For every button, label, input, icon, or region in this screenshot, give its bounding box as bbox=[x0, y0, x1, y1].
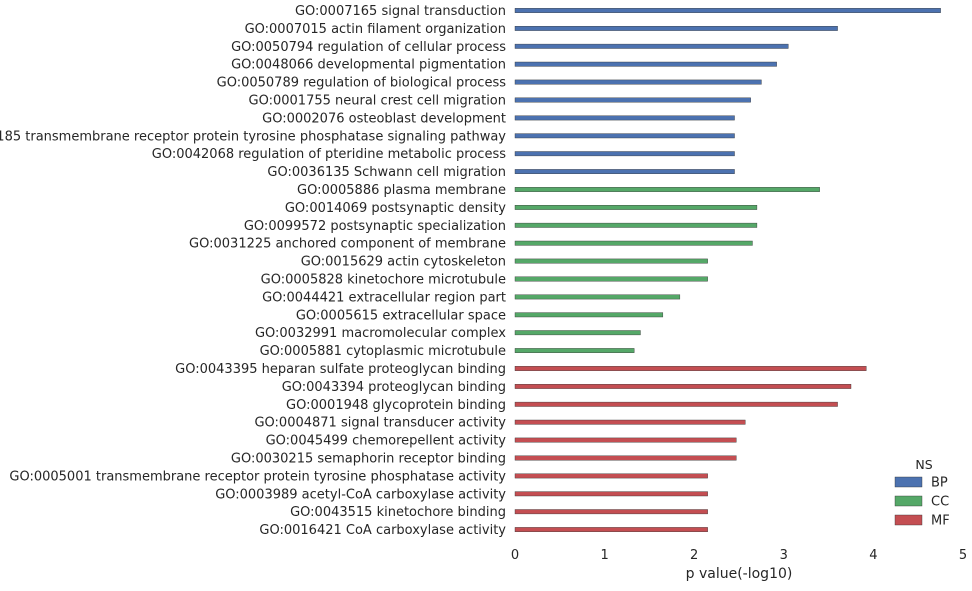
bar-mf-8 bbox=[514, 491, 708, 497]
x-tick-label: 1 bbox=[600, 548, 608, 563]
bar-bp-6 bbox=[514, 97, 751, 103]
category-label: GO:0007165 signal transduction bbox=[295, 4, 506, 19]
category-label: GO:0043394 proteoglycan binding bbox=[282, 380, 506, 395]
bar-mf-4 bbox=[514, 419, 746, 425]
category-label: GO:0036135 Schwann cell migration bbox=[267, 165, 506, 180]
x-tick-labels-group: 0 1 2 3 4 5 bbox=[511, 548, 967, 563]
bar-bp-4 bbox=[514, 61, 777, 67]
bar-cc-10 bbox=[514, 348, 635, 353]
category-label: GO:0001948 glycoprotein binding bbox=[286, 398, 506, 413]
x-tick-label: 5 bbox=[959, 548, 967, 563]
category-label: GO:0007185 transmembrane receptor protei… bbox=[0, 129, 506, 144]
legend-title: NS bbox=[915, 457, 932, 472]
legend-swatch-mf bbox=[894, 514, 923, 526]
bar-cc-7 bbox=[514, 294, 681, 300]
category-label: GO:0015629 actin cytoskeleton bbox=[301, 255, 506, 270]
bar-cc-4 bbox=[514, 240, 753, 246]
bar-mf-1 bbox=[514, 366, 867, 371]
category-label: GO:0043515 kinetochore binding bbox=[290, 505, 506, 520]
category-label: GO:0004871 signal transducer activity bbox=[254, 416, 506, 431]
bar-mf-10 bbox=[514, 527, 708, 533]
category-label: GO:0005001 transmembrane receptor protei… bbox=[9, 469, 506, 484]
category-label: GO:0045499 chemorepellent activity bbox=[266, 434, 507, 449]
bar-bp-9 bbox=[514, 151, 735, 157]
bar-cc-3 bbox=[514, 222, 758, 228]
category-label: GO:0050789 regulation of biological proc… bbox=[217, 76, 507, 91]
x-axis-title: p value(-log10) bbox=[686, 566, 793, 582]
legend-swatch-cc bbox=[894, 495, 923, 507]
bar-mf-2 bbox=[514, 384, 852, 389]
bar-mf-9 bbox=[514, 509, 708, 515]
legend-swatch-bp bbox=[894, 476, 923, 488]
category-label: GO:0003989 acetyl-CoA carboxylase activi… bbox=[215, 487, 506, 502]
bar-cc-2 bbox=[514, 204, 758, 210]
category-label: GO:0031225 anchored component of membran… bbox=[189, 237, 506, 252]
x-tick-label: 4 bbox=[869, 548, 877, 563]
legend-label-cc: CC bbox=[931, 495, 949, 510]
bar-cc-9 bbox=[514, 330, 641, 336]
category-label: GO:0002076 osteoblast development bbox=[262, 111, 506, 126]
category-label: GO:0016421 CoA carboxylase activity bbox=[259, 523, 506, 538]
bar-bp-1 bbox=[514, 8, 941, 13]
bar-mf-5 bbox=[514, 437, 737, 443]
bar-bp-3 bbox=[514, 43, 789, 49]
bar-bp-5 bbox=[514, 79, 762, 85]
bar-cc-8 bbox=[514, 312, 664, 318]
legend-label-mf: MF bbox=[931, 514, 950, 529]
bar-mf-6 bbox=[514, 455, 737, 461]
category-label: GO:0099572 postsynaptic specialization bbox=[244, 219, 506, 234]
category-label: GO:0050794 regulation of cellular proces… bbox=[231, 40, 506, 55]
legend-label-bp: BP bbox=[931, 476, 948, 491]
category-label: GO:0032991 macromolecular complex bbox=[255, 326, 506, 341]
category-label: GO:0005881 cytoplasmic microtubule bbox=[260, 344, 506, 359]
bar-cc-1 bbox=[514, 187, 820, 192]
x-tick-label: 3 bbox=[780, 548, 788, 563]
category-label: GO:0043395 heparan sulfate proteoglycan … bbox=[175, 362, 506, 377]
category-label: GO:0005886 plasma membrane bbox=[297, 183, 506, 198]
bar-cc-6 bbox=[514, 276, 708, 282]
category-label: GO:0001755 neural crest cell migration bbox=[249, 94, 506, 109]
category-label: GO:0014069 postsynaptic density bbox=[285, 201, 506, 216]
category-label: GO:0005615 extracellular space bbox=[296, 308, 506, 323]
bar-bp-10 bbox=[514, 169, 735, 174]
x-tick-label: 2 bbox=[690, 548, 698, 563]
bar-cc-5 bbox=[514, 258, 708, 264]
bar-bp-2 bbox=[514, 26, 838, 31]
category-label: GO:0007015 actin filament organization bbox=[245, 22, 506, 37]
category-label: GO:0005828 kinetochore microtubule bbox=[261, 273, 506, 288]
category-label: GO:0030215 semaphorin receptor binding bbox=[231, 452, 506, 467]
bar-bp-8 bbox=[514, 133, 735, 139]
bars-group bbox=[514, 8, 941, 533]
bar-bp-7 bbox=[514, 115, 735, 121]
category-label: GO:0042068 regulation of pteridine metab… bbox=[152, 147, 506, 162]
category-label: GO:0044421 extracellular region part bbox=[262, 290, 506, 305]
x-tick-label: 0 bbox=[511, 548, 519, 563]
category-labels-group: GO:0007165 signal transduction GO:0007015… bbox=[0, 4, 506, 538]
bar-mf-3 bbox=[514, 401, 838, 407]
legend: NS BP CC MF bbox=[894, 457, 950, 529]
bar-mf-7 bbox=[514, 473, 708, 479]
category-label: GO:0048066 developmental pigmentation bbox=[231, 58, 506, 73]
